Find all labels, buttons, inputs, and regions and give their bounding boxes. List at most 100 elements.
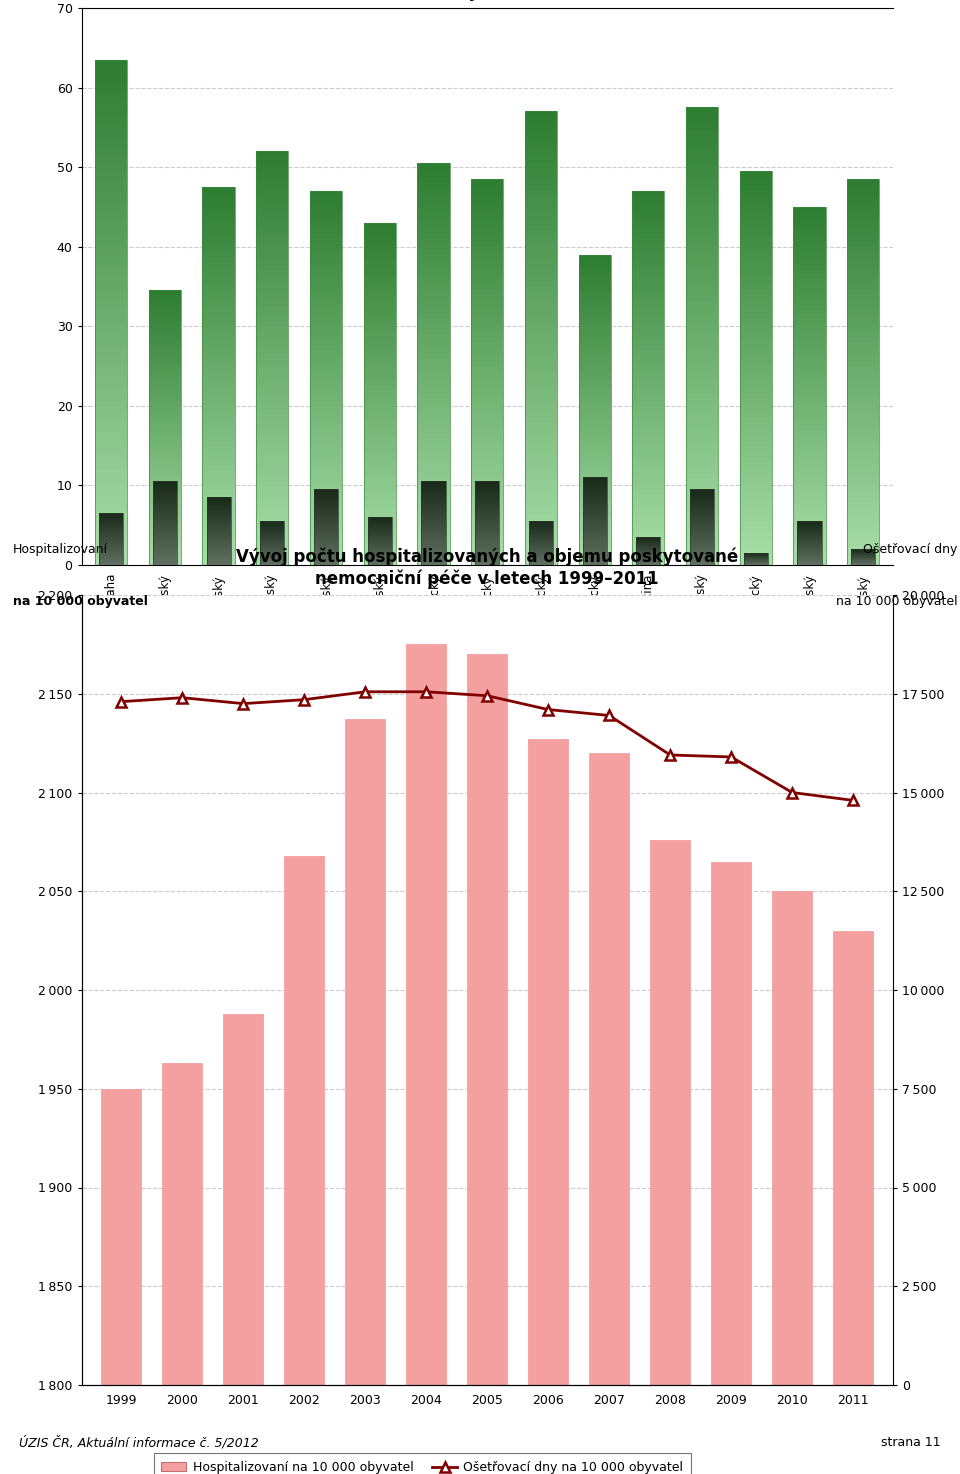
Bar — [740, 373, 772, 377]
Bar — [418, 293, 449, 299]
Bar — [793, 516, 826, 520]
Bar — [364, 389, 396, 394]
Bar — [203, 187, 234, 192]
Bar — [633, 349, 664, 355]
Bar — [95, 161, 128, 167]
Bar — [203, 517, 234, 522]
Bar — [418, 314, 449, 318]
Bar — [203, 290, 234, 296]
Bar — [686, 290, 718, 296]
Bar — [525, 417, 557, 423]
Bar — [418, 374, 449, 379]
Bar — [686, 461, 718, 467]
Bar — [418, 264, 449, 268]
Bar — [149, 349, 181, 352]
Bar — [256, 410, 288, 416]
Bar — [686, 136, 718, 142]
Bar — [310, 448, 342, 453]
Bar — [95, 520, 128, 528]
Bar — [203, 301, 234, 305]
Bar — [95, 155, 128, 161]
Bar — [740, 314, 772, 318]
Bar — [740, 324, 772, 329]
Bar — [633, 271, 664, 276]
Bar — [418, 554, 449, 560]
Bar — [256, 245, 288, 249]
Bar — [793, 211, 826, 215]
Bar — [418, 329, 449, 335]
Bar — [793, 256, 826, 261]
Bar — [256, 554, 288, 560]
Bar — [633, 425, 664, 429]
Bar — [579, 386, 611, 391]
Bar — [579, 340, 611, 343]
Bar — [793, 373, 826, 377]
Bar — [847, 397, 879, 401]
Bar — [364, 463, 396, 467]
Bar — [149, 376, 181, 380]
Bar — [471, 338, 503, 343]
Bar — [525, 373, 557, 377]
Bar — [740, 270, 772, 274]
Bar — [418, 279, 449, 283]
Bar — [579, 464, 611, 469]
Bar — [793, 417, 826, 422]
Bar — [418, 289, 449, 293]
Bar — [364, 270, 396, 274]
Bar — [256, 307, 288, 311]
Bar — [471, 425, 503, 430]
Bar — [740, 392, 772, 398]
Bar — [256, 152, 288, 156]
Bar — [686, 370, 718, 376]
Bar — [310, 457, 342, 463]
Bar — [364, 513, 396, 517]
Bar — [525, 180, 557, 186]
Bar — [793, 426, 826, 430]
Bar — [149, 448, 181, 451]
Bar — [256, 265, 288, 270]
Bar — [579, 270, 611, 274]
Bar — [95, 78, 128, 85]
Legend: Lůžka akutní péče, Lůžka následné péče: Lůžka akutní péče, Lůžka následné péče — [255, 876, 589, 904]
Bar — [636, 537, 660, 565]
Bar — [793, 265, 826, 270]
Bar — [368, 517, 392, 565]
Bar — [471, 290, 503, 295]
Bar — [686, 479, 718, 485]
Bar — [203, 367, 234, 371]
Bar — [149, 301, 181, 304]
Bar — [740, 560, 772, 565]
Bar — [256, 447, 288, 451]
Bar — [418, 379, 449, 385]
Bar — [310, 528, 342, 532]
Bar — [525, 270, 557, 276]
Bar — [310, 293, 342, 299]
Bar — [686, 467, 718, 473]
Bar — [525, 230, 557, 236]
Bar — [686, 318, 718, 324]
Bar — [364, 223, 396, 227]
Bar — [579, 348, 611, 352]
Bar — [633, 556, 664, 560]
Bar — [149, 469, 181, 472]
Bar — [95, 332, 128, 338]
Bar — [418, 168, 449, 174]
Bar — [633, 299, 664, 304]
Bar — [579, 414, 611, 417]
Bar — [310, 401, 342, 405]
Bar — [686, 211, 718, 217]
Bar — [149, 517, 181, 520]
Bar — [471, 237, 503, 242]
Bar — [314, 489, 338, 565]
Bar — [525, 174, 557, 180]
Bar — [471, 348, 503, 352]
Bar — [793, 404, 826, 408]
Bar — [310, 532, 342, 537]
Bar — [364, 470, 396, 475]
Bar — [310, 237, 342, 242]
Bar — [847, 208, 879, 212]
Bar — [847, 531, 879, 537]
Bar — [418, 354, 449, 360]
Bar — [686, 314, 718, 318]
Bar — [633, 308, 664, 312]
